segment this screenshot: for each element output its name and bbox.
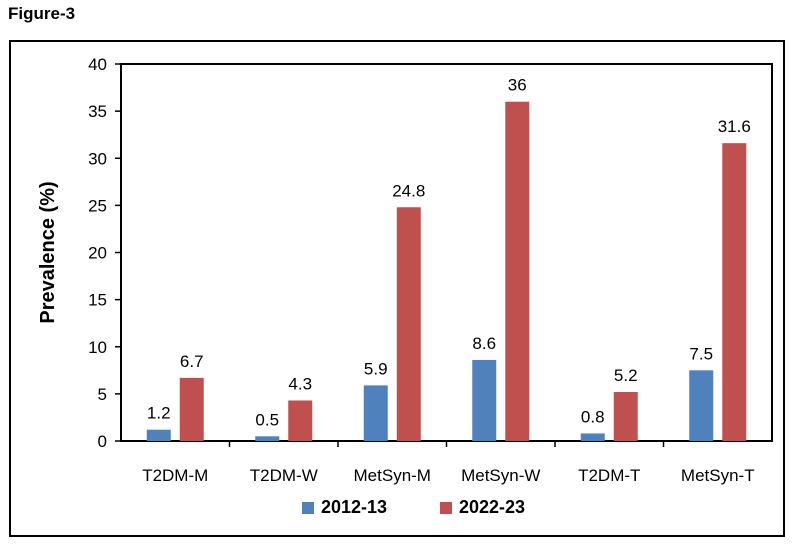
bar-2012-13-MetSyn-W <box>472 359 497 441</box>
x-tick-label: MetSyn-W <box>461 466 540 485</box>
y-axis-title: Prevalence (%) <box>37 181 59 323</box>
legend-swatch-2022-23 <box>440 502 452 514</box>
bar-2022-23-T2DM-T <box>613 391 638 441</box>
bar-2022-23-T2DM-M <box>179 377 204 441</box>
data-label: 5.9 <box>364 359 388 378</box>
legend-swatch-2012-13 <box>302 502 314 514</box>
bar-2022-23-MetSyn-W <box>505 101 530 441</box>
y-tick-label: 40 <box>88 55 107 74</box>
chart-legend: 2012-13 2022-23 <box>302 497 525 517</box>
bar-2012-13-T2DM-M <box>146 429 171 441</box>
data-label: 24.8 <box>392 181 425 200</box>
data-label: 31.6 <box>718 117 751 136</box>
chart-bars <box>146 101 747 442</box>
plot-area-border <box>120 63 773 442</box>
chart-data-labels: 1.2 6.7 0.5 4.3 5.9 24.8 8.6 36 0.8 5.2 7.5 31.6 <box>147 76 751 430</box>
y-tick-label: 0 <box>98 432 107 451</box>
x-tick-label: T2DM-M <box>142 466 208 485</box>
y-tick-label: 10 <box>88 338 107 357</box>
legend-label: 2022-23 <box>459 497 525 517</box>
y-tick-label: 25 <box>88 196 107 215</box>
x-tick-label: T2DM-T <box>578 466 640 485</box>
chart-axes: 0 5 10 15 20 25 30 35 40 Prevalence (%) T2DM-M T2DM… <box>37 55 773 485</box>
bar-2012-13-MetSyn-M <box>363 385 388 441</box>
legend-label: 2012-13 <box>321 497 387 517</box>
y-tick-label: 35 <box>88 102 107 121</box>
data-label: 0.5 <box>255 410 279 429</box>
figure-label: Figure-3 <box>8 4 76 23</box>
y-tick-label: 15 <box>88 291 107 310</box>
data-label: 7.5 <box>689 344 713 363</box>
data-label: 4.3 <box>288 374 312 393</box>
data-label: 8.6 <box>472 334 496 353</box>
y-tick-label: 5 <box>98 385 107 404</box>
bar-2012-13-T2DM-W <box>255 436 280 441</box>
data-label: 1.2 <box>147 404 171 423</box>
data-label: 5.2 <box>614 366 638 385</box>
x-tick-label: MetSyn-M <box>354 466 431 485</box>
data-label: 0.8 <box>581 407 605 426</box>
x-tick-label: MetSyn-T <box>681 466 755 485</box>
bar-2022-23-MetSyn-M <box>396 207 421 441</box>
bar-2012-13-MetSyn-T <box>689 370 714 441</box>
bar-2022-23-T2DM-W <box>288 400 313 441</box>
data-label: 36 <box>508 76 527 95</box>
bar-2022-23-MetSyn-T <box>722 143 747 442</box>
chart-frame <box>9 40 785 537</box>
y-tick-label: 20 <box>88 244 107 263</box>
data-label: 6.7 <box>180 352 204 371</box>
x-tick-label: T2DM-W <box>250 466 318 485</box>
bar-2012-13-T2DM-T <box>580 433 605 441</box>
y-tick-label: 30 <box>88 149 107 168</box>
